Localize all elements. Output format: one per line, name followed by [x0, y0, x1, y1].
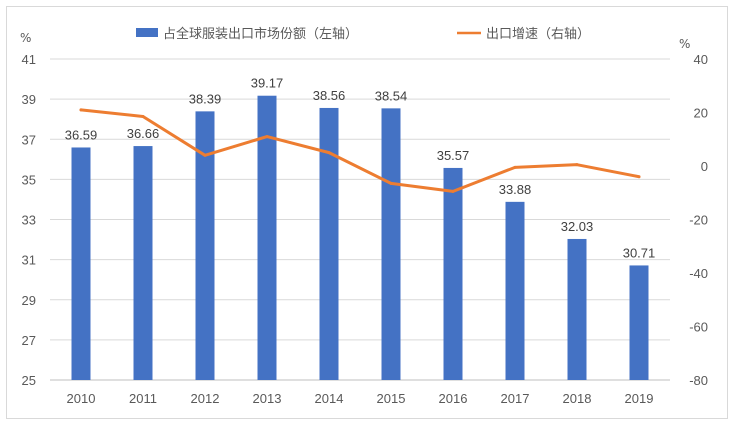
bar-data-label: 33.88 [499, 182, 532, 197]
x-tick-label: 2014 [315, 391, 344, 406]
right-tick-label: -40 [689, 266, 708, 281]
growth-line-point [389, 181, 393, 185]
legend-bar-label: 占全球服装出口市场份额（左轴） [163, 26, 358, 42]
chart-frame [6, 6, 728, 419]
left-axis-unit: % [20, 31, 31, 45]
left-tick-label: 27 [22, 333, 36, 348]
legend: 占全球服装出口市场份额（左轴） 出口增速（右轴） [136, 26, 590, 42]
growth-line-point [637, 175, 641, 179]
right-axis-unit: % [679, 37, 690, 51]
bar-data-label: 39.17 [251, 76, 284, 91]
bar-data-label: 38.54 [375, 88, 408, 103]
growth-line [79, 108, 641, 193]
growth-line-point [265, 135, 269, 139]
bar [257, 95, 277, 380]
left-tick-label: 37 [22, 132, 36, 147]
right-tick-label: 40 [694, 52, 708, 67]
x-tick-label: 2011 [129, 391, 157, 406]
growth-line-point [327, 151, 331, 155]
bar-labels: 36.59 36.66 38.39 39.17 38.56 38.54 35.57 33.88… [65, 76, 656, 261]
right-tick-label: 20 [694, 106, 708, 121]
bar-data-label: 35.57 [437, 148, 470, 163]
x-tick-label: 2017 [501, 391, 530, 406]
growth-line-point [203, 153, 207, 157]
left-tick-label: 35 [22, 172, 36, 187]
right-axis-ticks: 40 20 0 -20 -40 -60 -80 [689, 52, 708, 388]
x-tick-label: 2018 [563, 391, 592, 406]
right-tick-label: -20 [689, 213, 708, 228]
growth-line-point [513, 165, 517, 169]
x-tick-label: 2012 [191, 391, 220, 406]
growth-line-point [575, 163, 579, 167]
bar-data-label: 30.71 [623, 245, 656, 260]
growth-line-point [79, 108, 83, 112]
x-axis-ticks: 2010 2011 2012 2013 2014 2015 2016 2017 2018 2019 [67, 391, 654, 406]
bar [629, 265, 649, 380]
left-tick-label: 31 [22, 253, 36, 268]
bar [567, 238, 587, 380]
bar-data-label: 32.03 [561, 219, 594, 234]
bar [381, 108, 401, 380]
x-tick-label: 2010 [67, 391, 96, 406]
x-tick-label: 2013 [253, 391, 282, 406]
left-tick-label: 33 [22, 213, 36, 228]
growth-line-point [451, 189, 455, 193]
growth-line-point [141, 115, 145, 119]
bar-data-label: 36.66 [127, 126, 160, 141]
bar [195, 111, 215, 380]
left-axis-ticks: 41 39 37 35 33 31 29 27 25 [22, 52, 36, 388]
growth-line-layer [79, 108, 641, 193]
left-tick-label: 39 [22, 92, 36, 107]
left-tick-label: 25 [22, 373, 36, 388]
left-tick-label: 41 [22, 52, 36, 67]
right-tick-label: 0 [701, 159, 708, 174]
legend-line-label: 出口增速（右轴） [486, 27, 590, 42]
right-tick-label: -80 [689, 373, 708, 388]
x-tick-label: 2016 [439, 391, 468, 406]
bar [133, 146, 153, 380]
left-tick-label: 29 [22, 293, 36, 308]
bars [71, 95, 649, 380]
bar-data-label: 38.39 [189, 91, 222, 106]
bar-data-label: 38.56 [313, 88, 346, 103]
x-tick-label: 2015 [377, 391, 406, 406]
bar [505, 201, 525, 380]
right-tick-label: -60 [689, 320, 708, 335]
bar [71, 147, 91, 380]
bar [319, 107, 339, 380]
bar [443, 167, 463, 380]
x-tick-label: 2019 [625, 391, 654, 406]
bar-data-label: 36.59 [65, 127, 98, 142]
legend-bar-swatch [136, 28, 158, 37]
gridlines [50, 58, 670, 381]
